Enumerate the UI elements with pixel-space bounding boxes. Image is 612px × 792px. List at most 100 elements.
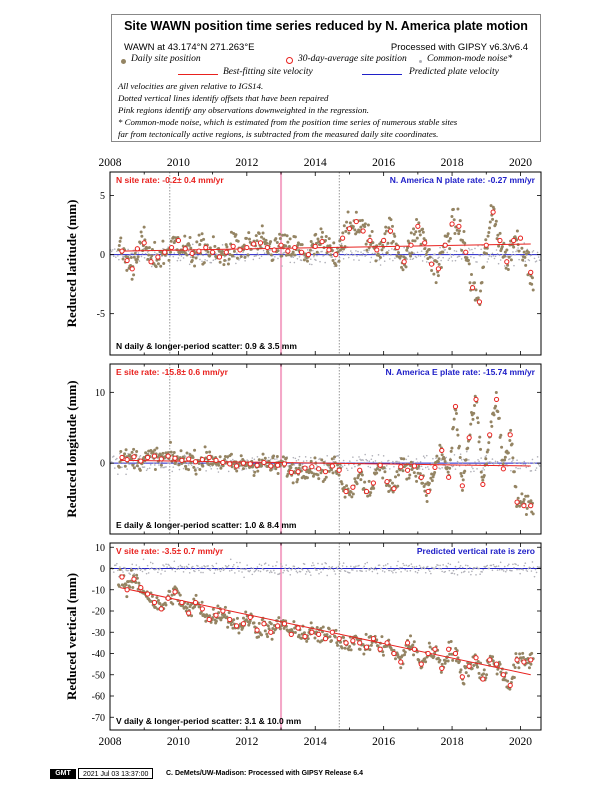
common-mode-point xyxy=(393,465,395,468)
common-mode-label: Common-mode noise* xyxy=(427,54,513,64)
daily-position-point xyxy=(296,478,300,482)
daily-position-point xyxy=(443,661,447,665)
common-mode-point xyxy=(243,576,245,579)
avg-position-point xyxy=(391,650,397,657)
common-mode-point xyxy=(465,567,468,570)
common-mode-point xyxy=(228,570,231,572)
daily-position-point xyxy=(351,492,355,496)
daily-position-point xyxy=(333,455,337,459)
daily-position-point xyxy=(454,646,458,650)
daily-position-point xyxy=(269,468,273,472)
avg-position-point xyxy=(151,599,158,606)
daily-position-point xyxy=(368,493,372,497)
daily-position-point xyxy=(131,586,135,590)
common-mode-point xyxy=(490,255,493,258)
common-mode-point xyxy=(341,565,344,567)
daily-position-point xyxy=(168,590,172,594)
common-mode-point xyxy=(537,463,540,466)
avg-position-point xyxy=(179,599,185,606)
daily-position-point xyxy=(144,451,148,455)
daily-position-point xyxy=(193,448,197,452)
common-mode-point xyxy=(112,571,115,573)
common-mode-point xyxy=(487,258,490,260)
daily-position-point xyxy=(530,276,534,280)
daily-position-point xyxy=(524,513,528,517)
daily-position-point xyxy=(135,257,139,261)
daily-position-point xyxy=(406,246,410,250)
daily-position-point xyxy=(460,488,464,492)
y-tick-label: -20 xyxy=(92,607,105,618)
daily-position-point xyxy=(365,248,369,252)
avg-position-point xyxy=(129,266,135,272)
common-mode-point xyxy=(234,256,236,258)
common-mode-point xyxy=(453,454,456,456)
common-mode-point xyxy=(538,259,541,261)
site-rate-label: V site rate: -3.5± 0.7 mm/yr xyxy=(116,546,224,556)
common-mode-point xyxy=(112,455,115,457)
common-mode-point xyxy=(496,569,499,571)
common-mode-point xyxy=(205,567,207,570)
daily-position-point xyxy=(320,235,324,239)
avg-position-point xyxy=(425,650,431,657)
daily-position-point xyxy=(309,459,313,463)
common-mode-point xyxy=(348,253,351,256)
daily-position-point xyxy=(347,231,351,235)
daily-position-point xyxy=(436,459,440,463)
daily-position-point xyxy=(456,433,460,437)
daily-position-point xyxy=(455,228,459,232)
daily-position-point xyxy=(442,457,446,461)
daily-position-point xyxy=(437,457,441,461)
daily-position-point xyxy=(445,234,449,238)
avg-position-point xyxy=(168,244,175,251)
common-mode-point xyxy=(158,464,160,466)
daily-position-point xyxy=(248,619,252,623)
common-mode-point xyxy=(423,567,426,570)
common-mode-point xyxy=(238,570,240,572)
daily-position-point xyxy=(261,231,265,235)
daily-position-point xyxy=(372,486,376,490)
timestamp: 2021 Jul 03 13:37:00 xyxy=(78,768,154,779)
avg-position-point xyxy=(452,650,459,657)
common-mode-point xyxy=(376,572,379,575)
avg-position-point xyxy=(134,246,140,252)
daily-position-point xyxy=(380,635,384,639)
common-mode-point xyxy=(518,258,520,261)
avg-position-point xyxy=(432,464,438,471)
daily-position-point xyxy=(506,263,510,267)
common-mode-point xyxy=(319,568,321,571)
common-mode-point xyxy=(266,569,269,572)
common-mode-point xyxy=(369,261,372,264)
daily-position-point xyxy=(298,463,302,467)
common-mode-point xyxy=(362,459,364,461)
daily-position-point xyxy=(305,639,309,643)
common-mode-point xyxy=(312,249,314,252)
daily-position-point xyxy=(280,254,284,258)
common-mode-point xyxy=(187,250,190,252)
daily-position-point xyxy=(138,241,142,245)
daily-position-point xyxy=(188,453,192,457)
y-tick-label: 10 xyxy=(95,388,105,399)
daily-position-point xyxy=(457,444,461,448)
common-mode-point xyxy=(364,453,366,456)
common-mode-point xyxy=(417,569,420,572)
avg-position-point xyxy=(404,640,411,646)
common-mode-point xyxy=(223,568,226,570)
panel-frame xyxy=(109,171,542,356)
daily-position-point xyxy=(451,425,455,429)
common-mode-point xyxy=(235,567,237,570)
common-mode-point xyxy=(143,256,146,259)
daily-position-point xyxy=(227,611,231,615)
common-mode-point xyxy=(232,565,234,568)
daily-position-point xyxy=(366,494,370,498)
common-mode-point xyxy=(262,249,265,252)
avg-position-point xyxy=(124,257,130,264)
daily-position-point xyxy=(414,230,418,234)
common-mode-point xyxy=(244,259,246,262)
avg-position-point xyxy=(206,454,212,461)
daily-position-point xyxy=(503,254,507,258)
common-mode-point xyxy=(394,257,396,259)
common-mode-point xyxy=(454,565,457,568)
daily-position-point xyxy=(360,218,364,222)
common-mode-point xyxy=(236,561,238,564)
common-mode-point xyxy=(229,558,232,561)
